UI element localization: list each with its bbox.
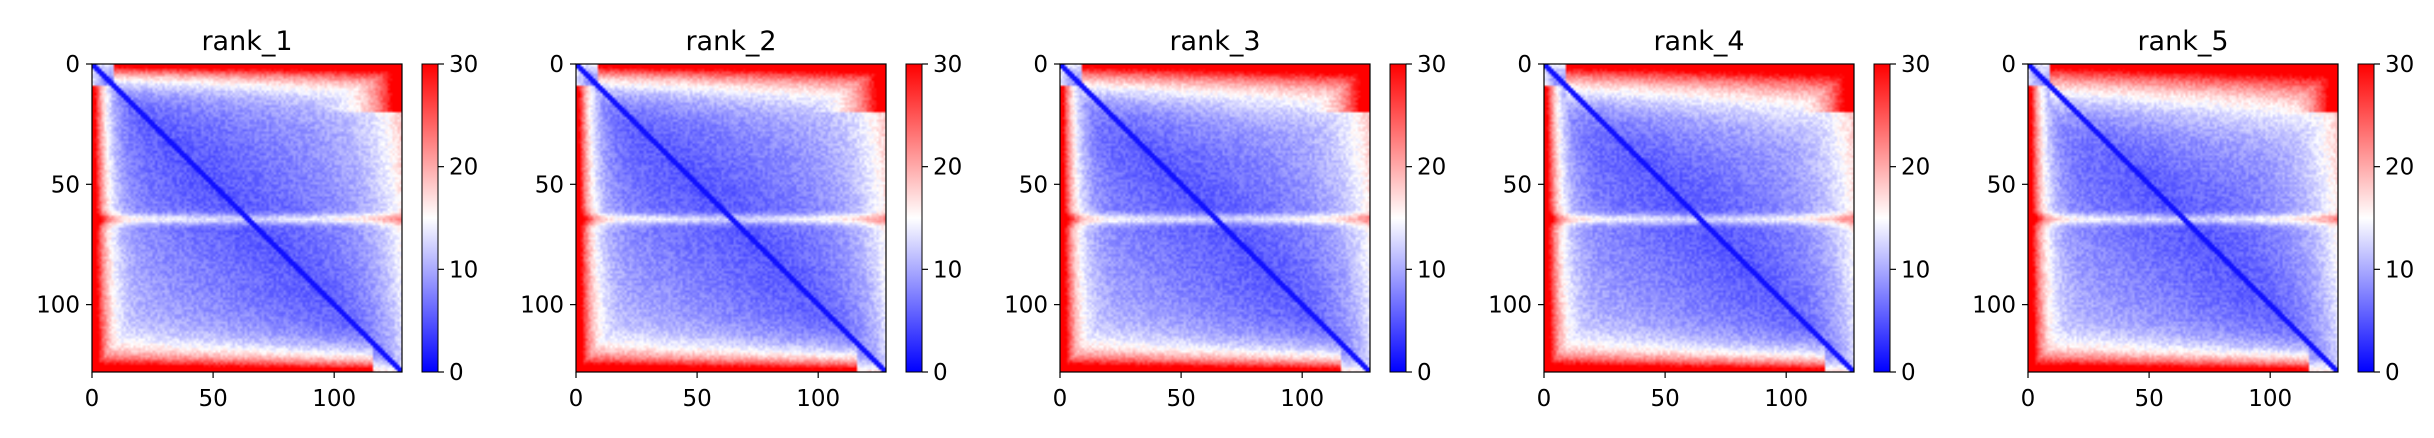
chart-title: rank_4 — [1653, 26, 1744, 57]
colorbar-tick-label: 10 — [2385, 257, 2414, 283]
x-tick-label: 100 — [312, 386, 356, 412]
chart-title: rank_2 — [685, 26, 776, 57]
plot-frame — [1543, 63, 1855, 373]
colorbar-tick-label: 0 — [2385, 360, 2400, 386]
heatmap-image — [92, 64, 402, 372]
x-tick-label: 50 — [1166, 386, 1195, 412]
colorbar-tick-label: 10 — [1901, 257, 1930, 283]
colorbar-tick-label: 20 — [449, 155, 478, 181]
heatmap-panel-1: rank_1 0 50 100 0 50 100 0 10 20 30 — [36, 26, 478, 412]
y-tick-label: 50 — [1503, 172, 1532, 198]
colorbar-tick-label: 20 — [933, 155, 962, 181]
heatmap-panel-2: rank_2 0 50 100 0 50 100 0 10 20 30 — [520, 26, 962, 412]
colorbar-tick-label: 30 — [2385, 52, 2414, 78]
heatmap-image — [2028, 64, 2338, 372]
colorbar-tick-label: 30 — [1901, 52, 1930, 78]
y-tick-label: 0 — [65, 52, 80, 78]
colorbar — [2357, 63, 2375, 373]
x-tick-label: 0 — [2021, 386, 2036, 412]
heatmap-panel-5: rank_5 0 50 100 0 50 100 0 10 20 30 — [1972, 26, 2414, 412]
y-tick-label: 100 — [1488, 293, 1532, 319]
y-tick-label: 50 — [51, 172, 80, 198]
colorbar-tick-label: 0 — [933, 360, 948, 386]
x-tick-label: 50 — [682, 386, 711, 412]
colorbar-tick-label: 30 — [449, 52, 478, 78]
chart-title: rank_1 — [201, 26, 292, 57]
x-tick-label: 50 — [2134, 386, 2163, 412]
y-tick-label: 0 — [1517, 52, 1532, 78]
colorbar-tick-label: 20 — [2385, 155, 2414, 181]
x-tick-label: 50 — [198, 386, 227, 412]
heatmap-image — [1544, 64, 1854, 372]
colorbar-tick-label: 10 — [449, 257, 478, 283]
x-tick-label: 0 — [569, 386, 584, 412]
colorbar — [1389, 63, 1407, 373]
colorbar-tick-label: 30 — [933, 52, 962, 78]
x-tick-label: 100 — [796, 386, 840, 412]
colorbar — [1873, 63, 1891, 373]
colorbar-tick-label: 30 — [1417, 52, 1446, 78]
y-tick-label: 50 — [1987, 172, 2016, 198]
x-tick-label: 0 — [85, 386, 100, 412]
colorbar-tick-label: 10 — [933, 257, 962, 283]
heatmap-image — [1060, 64, 1370, 372]
plot-frame — [2027, 63, 2339, 373]
x-tick-label: 100 — [1280, 386, 1324, 412]
y-tick-label: 100 — [1004, 293, 1048, 319]
x-tick-label: 50 — [1650, 386, 1679, 412]
x-tick-label: 100 — [1764, 386, 1808, 412]
x-tick-label: 0 — [1537, 386, 1552, 412]
colorbar-tick-label: 10 — [1417, 257, 1446, 283]
heatmap-image — [576, 64, 886, 372]
colorbar-tick-label: 0 — [1901, 360, 1916, 386]
colorbar-tick-label: 0 — [1417, 360, 1432, 386]
y-tick-label: 50 — [1019, 172, 1048, 198]
y-tick-label: 100 — [36, 293, 80, 319]
plot-frame — [91, 63, 403, 373]
colorbar — [421, 63, 439, 373]
y-tick-label: 100 — [1972, 293, 2016, 319]
chart-title: rank_5 — [2137, 26, 2228, 57]
colorbar-tick-label: 0 — [449, 360, 464, 386]
y-tick-label: 100 — [520, 293, 564, 319]
heatmap-panel-3: rank_3 0 50 100 0 50 100 0 10 20 30 — [1004, 26, 1446, 412]
y-tick-label: 50 — [535, 172, 564, 198]
y-tick-label: 0 — [1033, 52, 1048, 78]
chart-title: rank_3 — [1169, 26, 1260, 57]
heatmap-panel-4: rank_4 0 50 100 0 50 100 0 10 20 30 — [1488, 26, 1930, 412]
x-tick-label: 0 — [1053, 386, 1068, 412]
colorbar — [905, 63, 923, 373]
y-tick-label: 0 — [2001, 52, 2016, 78]
x-tick-label: 100 — [2248, 386, 2292, 412]
y-tick-label: 0 — [549, 52, 564, 78]
colorbar-tick-label: 20 — [1417, 155, 1446, 181]
plot-frame — [575, 63, 887, 373]
plot-frame — [1059, 63, 1371, 373]
colorbar-tick-label: 20 — [1901, 155, 1930, 181]
